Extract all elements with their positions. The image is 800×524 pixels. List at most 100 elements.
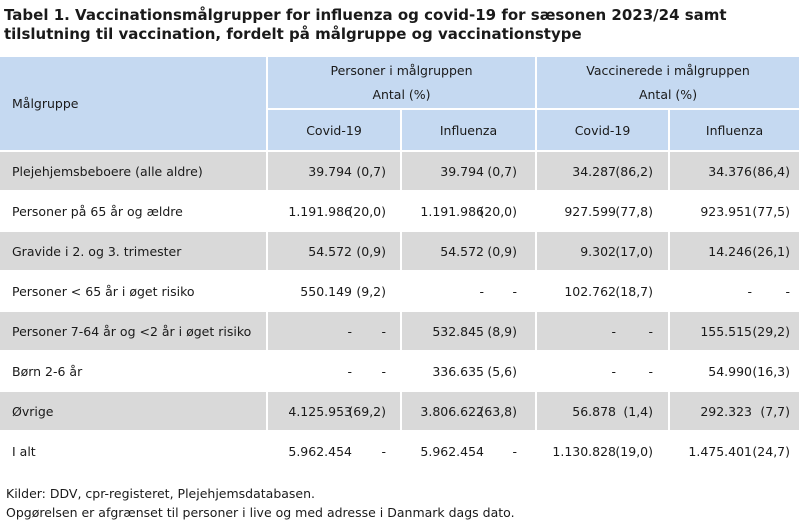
cell-count: 39.794: [440, 163, 485, 179]
cell-percent: (5,6): [487, 363, 518, 379]
cell-percent: -: [512, 283, 518, 299]
group-header-persons-unit: Antal (%): [372, 86, 431, 102]
cell-count: 5.962.454: [420, 443, 485, 459]
scope-note: Opgørelsen er afgrænset til personer i l…: [6, 505, 515, 520]
cell-percent: (29,2): [752, 323, 791, 339]
cell-percent: -: [381, 443, 386, 459]
cell-count: 1.475.401: [688, 443, 753, 459]
cell-count: 9.302: [580, 243, 617, 259]
group-header-vaccinated-unit: Antal (%): [638, 86, 698, 102]
cell-percent: (24,7): [752, 443, 791, 459]
cell-percent: -: [648, 363, 654, 379]
cell-count: -: [611, 363, 617, 379]
cell-count: 1.191.986: [288, 203, 352, 219]
cell-percent: (86,2): [615, 163, 654, 179]
cell-count: 5.962.454: [288, 443, 352, 459]
cell-influenza-persons: 336.635 (5,6): [401, 351, 538, 392]
table-row: Øvrige 4.125.953 (69,2) 3.806.622 (63,8) 56.8…: [0, 391, 800, 432]
cell-count: 54.572: [308, 243, 352, 259]
cell-covid-vaccinated: 1.130.828 (19,0): [536, 431, 671, 472]
cell-percent: (17,0): [615, 243, 654, 259]
cell-covid-persons: 54.572 (0,9): [267, 231, 402, 272]
cell-covid-persons: --: [267, 351, 402, 392]
cell-influenza-persons: 54.572 (0,9): [401, 231, 538, 272]
cell-percent: (1,4): [623, 403, 654, 419]
cell-percent: -: [648, 323, 654, 339]
cell-percent: -: [381, 363, 386, 379]
table-row: Personer < 65 år i øget risiko 550.149 (9,…: [0, 271, 800, 312]
cell-influenza-persons: 5.962.454 -: [401, 431, 538, 472]
cell-percent: (0,7): [487, 163, 518, 179]
cell-percent: (0,9): [356, 243, 386, 259]
row-label: Øvrige: [0, 391, 268, 432]
cell-count: 56.878: [572, 403, 617, 419]
row-label: Personer på 65 år og ældre: [0, 191, 268, 232]
cell-covid-persons: 39.794 (0,7): [267, 151, 402, 192]
group-header-vaccinated-title: Vaccinerede i målgruppen: [586, 62, 750, 78]
table-row: Plejehjemsbeboere (alle aldre) 39.794 (0,7…: [0, 151, 800, 192]
row-label: Plejehjemsbeboere (alle aldre): [0, 151, 268, 192]
cell-count: 102.762: [564, 283, 617, 299]
table-row: Personer på 65 år og ældre 1.191.986 (20,0…: [0, 191, 800, 232]
cell-influenza-persons: 1.191.986 (20,0): [401, 191, 538, 232]
table-row: Personer 7-64 år og <2 år i øget risiko -…: [0, 311, 800, 352]
cell-percent: (9,2): [356, 283, 386, 299]
cell-count: 39.794: [308, 163, 352, 179]
cell-count: -: [479, 283, 485, 299]
cell-count: 155.515: [700, 323, 753, 339]
cell-count: 292.323: [700, 403, 753, 419]
cell-covid-persons: 1.191.986 (20,0): [267, 191, 402, 232]
cell-covid-persons: 550.149 (9,2): [267, 271, 402, 312]
cell-covid-vaccinated: 927.599 (77,8): [536, 191, 671, 232]
table-body: Plejehjemsbeboere (alle aldre) 39.794 (0,7…: [0, 151, 800, 472]
subheader-covid-persons: Covid-19: [267, 109, 402, 152]
cell-influenza-vaccinated: --: [669, 271, 800, 312]
cell-count: -: [347, 363, 352, 379]
cell-percent: (63,8): [479, 403, 518, 419]
cell-count: 54.990: [708, 363, 753, 379]
cell-percent: (77,8): [615, 203, 654, 219]
cell-influenza-persons: 532.845 (8,9): [401, 311, 538, 352]
table-row: Børn 2-6 år - -336.635 (5,6) - -54.990 (16,3): [0, 351, 800, 392]
cell-percent: (86,4): [752, 163, 791, 179]
cell-count: 1.191.986: [420, 203, 485, 219]
cell-influenza-vaccinated: 54.990 (16,3): [669, 351, 800, 392]
source-note: Kilder: DDV, cpr-registeret, Plejehjemsd…: [6, 486, 316, 501]
group-header-vaccinated: Vaccinerede i målgruppen Antal (%): [536, 57, 800, 110]
cell-covid-vaccinated: 34.287 (86,2): [536, 151, 671, 192]
cell-count: 54.572: [440, 243, 485, 259]
table-title: Tabel 1. Vaccinationsmålgrupper for infl…: [4, 6, 727, 43]
row-label: Gravide i 2. og 3. trimester: [0, 231, 268, 272]
cell-percent: (0,9): [487, 243, 518, 259]
cell-percent: (7,7): [760, 403, 791, 419]
cell-percent: (26,1): [752, 243, 791, 259]
cell-count: 34.287: [572, 163, 617, 179]
footnotes: Kilder: DDV, cpr-registeret, Plejehjemsd…: [6, 484, 796, 522]
cell-covid-persons: 5.962.454 -: [267, 431, 402, 472]
row-label: Børn 2-6 år: [0, 351, 268, 392]
cell-influenza-vaccinated: 34.376 (86,4): [669, 151, 800, 192]
group-header-persons-title: Personer i målgruppen: [330, 62, 473, 78]
cell-covid-vaccinated: --: [536, 351, 671, 392]
cell-count: 550.149: [300, 283, 352, 299]
cell-percent: (8,9): [487, 323, 518, 339]
table-row: Gravide i 2. og 3. trimester 54.572 (0,9) 5…: [0, 231, 800, 272]
cell-count: 927.599: [564, 203, 617, 219]
cell-percent: (20,0): [479, 203, 518, 219]
cell-percent: (0,7): [356, 163, 386, 179]
row-header-label: Målgruppe: [0, 57, 268, 152]
cell-count: 923.951: [700, 203, 753, 219]
cell-count: -: [347, 323, 352, 339]
cell-count: -: [747, 283, 753, 299]
cell-influenza-vaccinated: 292.323 (7,7): [669, 391, 800, 432]
cell-count: 3.806.622: [420, 403, 485, 419]
cell-influenza-persons: 3.806.622 (63,8): [401, 391, 538, 432]
subheader-covid-vaccinated: Covid-19: [536, 109, 671, 152]
cell-percent: (69,2): [348, 403, 386, 419]
cell-percent: -: [785, 283, 791, 299]
vaccination-table: Målgruppe Personer i målgruppen Antal (%…: [0, 57, 800, 472]
cell-covid-vaccinated: 56.878 (1,4): [536, 391, 671, 432]
subheader-influenza-vaccinated: Influenza: [669, 109, 800, 152]
row-label: Personer 7-64 år og <2 år i øget risiko: [0, 311, 268, 352]
group-header-persons: Personer i målgruppen Antal (%): [267, 57, 538, 110]
